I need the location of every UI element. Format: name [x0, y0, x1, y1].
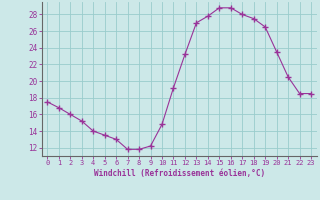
X-axis label: Windchill (Refroidissement éolien,°C): Windchill (Refroidissement éolien,°C) — [94, 169, 265, 178]
